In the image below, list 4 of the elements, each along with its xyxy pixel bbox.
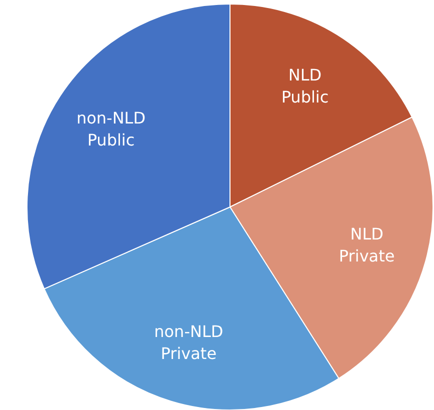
slice-label: NLD Private xyxy=(338,224,395,266)
slice-label: non-NLD Private xyxy=(154,322,224,363)
slice-label: non-NLD Public xyxy=(76,108,146,150)
slice-label: NLD Public xyxy=(281,65,329,106)
